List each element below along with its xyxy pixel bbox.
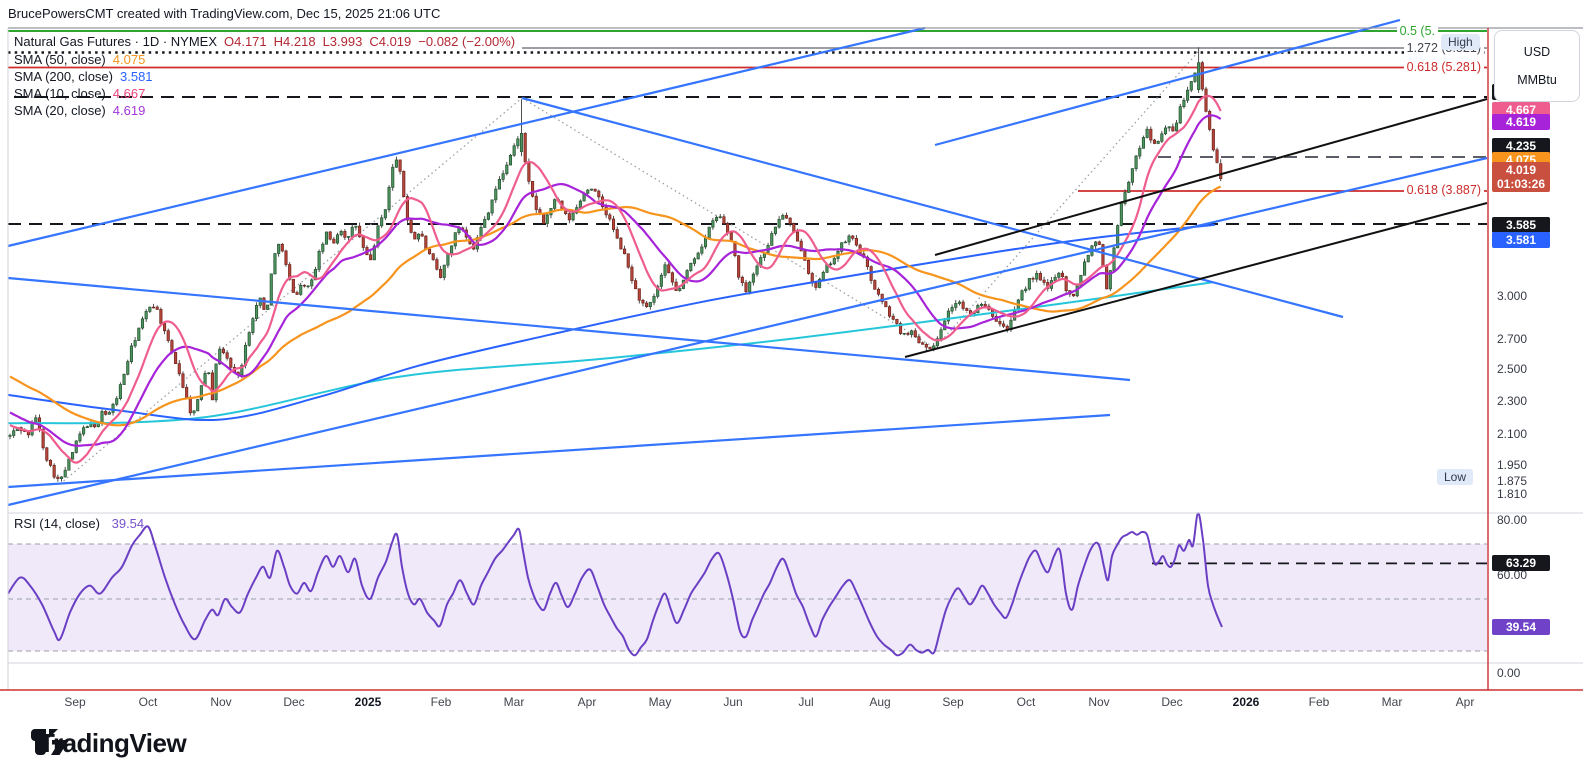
tradingview-logo[interactable]: TradingView — [30, 728, 187, 759]
black-trendline — [934, 98, 1488, 256]
time-axis-label: Nov — [210, 695, 232, 709]
symbol-legend-row[interactable]: Natural Gas Futures · 1D · NYMEX O4.171 H4… — [14, 34, 529, 49]
time-axis-label: Jul — [798, 695, 814, 709]
rsi-guides-layer — [8, 543, 1487, 652]
time-axis-label: Nov — [1088, 695, 1110, 709]
blue-trendline — [7, 26, 926, 248]
price-axis-label: 2.300 — [1497, 394, 1528, 408]
time-axis-label: Apr — [577, 695, 597, 709]
fib-level-label: 0.618 (3.887) — [1403, 183, 1484, 197]
price-badge: 3.585 — [1492, 217, 1550, 233]
indicator-legend-row[interactable]: SMA (50, close) 4.075 — [14, 52, 152, 67]
indicator-name: SMA (20, close) — [14, 103, 106, 118]
price-badge: 3.581 — [1492, 232, 1550, 248]
indicator-value: 4.667 — [112, 86, 146, 101]
blue-trendline — [521, 96, 1344, 319]
time-axis-label: Apr — [1455, 695, 1475, 709]
ohlc-values: O4.171 H4.218 L3.993 C4.019 −0.082 (−2.00%) — [224, 34, 522, 49]
price-axis-label: 1.950 — [1497, 458, 1528, 472]
indicator-name: SMA (10, close) — [14, 86, 106, 101]
ohlc-item: L3.993 — [322, 34, 363, 49]
high-marker-badge: High — [1441, 34, 1480, 50]
price-badge: 4.019 01:03:26 — [1492, 162, 1550, 192]
price-axis-label: 60.00 — [1497, 568, 1528, 582]
indicator-value: 4.619 — [112, 103, 146, 118]
price-axis-label: 2.500 — [1497, 362, 1528, 376]
price-axis-label: 1.810 — [1497, 487, 1528, 501]
price-badge: 63.29 — [1492, 555, 1550, 571]
tradingview-logo-icon — [31, 729, 69, 755]
time-axis-label: Feb — [430, 695, 452, 709]
price-badge: 4.235 — [1492, 138, 1550, 154]
fib-level-label: 0.618 (5.281) — [1403, 60, 1484, 74]
time-axis-label: Aug — [869, 695, 891, 709]
price-axis-label: 1.875 — [1497, 474, 1528, 488]
time-axis-label: 2026 — [1232, 695, 1260, 709]
rsi-indicator-value: 39.54 — [111, 516, 145, 531]
unit-selector[interactable]: USD MMBtu — [1494, 30, 1580, 102]
indicator-name: SMA (50, close) — [14, 52, 106, 67]
symbol-title[interactable]: Natural Gas Futures · 1D · NYMEX — [14, 34, 217, 49]
time-axis-label: Oct — [1016, 695, 1036, 709]
trendlines-layer[interactable] — [7, 18, 1488, 507]
attribution-text: BrucePowersCMT created with TradingView.… — [8, 6, 441, 21]
unit-mmbtu[interactable]: MMBtu — [1517, 73, 1557, 87]
price-axis-label: 2.700 — [1497, 332, 1528, 346]
price-axis-label: 80.00 — [1497, 513, 1528, 527]
fib-anchor-zigzag — [59, 51, 1199, 485]
time-axis-label: Sep — [942, 695, 964, 709]
blue-trendline — [7, 156, 1488, 507]
indicator-legend-row[interactable]: SMA (20, close) 4.619 — [14, 103, 152, 118]
time-axis-label: Mar — [1381, 695, 1403, 709]
pane-borders — [0, 27, 1583, 691]
price-axis-label: 2.100 — [1497, 427, 1528, 441]
time-axis-label: Mar — [503, 695, 525, 709]
low-marker-badge: Low — [1437, 469, 1474, 485]
time-axis-label: Feb — [1308, 695, 1330, 709]
price-axis-label: 3.000 — [1497, 289, 1528, 303]
indicator-legend-row[interactable]: SMA (200, close) 3.581 — [14, 69, 160, 84]
blue-trendline — [934, 18, 1401, 147]
indicator-legend-row[interactable]: SMA (10, close) 4.667 — [14, 86, 152, 101]
price-axis-label: 0.00 — [1497, 666, 1521, 680]
time-axis-label: May — [648, 695, 672, 709]
blue-trendline — [7, 413, 1111, 489]
time-axis-label: Sep — [64, 695, 86, 709]
fib-level-label: 0.5 (5. — [1396, 24, 1438, 38]
time-axis-label: Dec — [1161, 695, 1183, 709]
time-axis-label: 2025 — [354, 695, 382, 709]
sma-10-line — [9, 94, 1222, 464]
price-badge: 39.54 — [1492, 619, 1550, 635]
ohlc-item: H4.218 — [273, 34, 316, 49]
time-axis-label: Jun — [723, 695, 743, 709]
ohlc-item: C4.019 — [369, 34, 412, 49]
candles-layer[interactable] — [8, 47, 1223, 482]
price-badge: 4.619 — [1492, 114, 1550, 130]
rsi-indicator-name: RSI (14, close) — [14, 516, 100, 531]
sma-20-line — [9, 114, 1222, 447]
rsi-legend-row[interactable]: RSI (14, close) 39.54 — [14, 516, 144, 531]
time-axis-label: Dec — [283, 695, 305, 709]
ohlc-item: O4.171 — [224, 34, 267, 49]
time-axis-label: Oct — [138, 695, 158, 709]
price-levels-layer — [8, 30, 1487, 225]
countdown-timer: 01:03:26 — [1496, 177, 1546, 191]
indicator-value: 4.075 — [112, 52, 146, 67]
indicator-name: SMA (200, close) — [14, 69, 113, 84]
black-trendline — [904, 202, 1488, 358]
indicator-value: 3.581 — [120, 69, 153, 84]
blue-trendline — [7, 276, 1131, 382]
unit-usd[interactable]: USD — [1523, 45, 1551, 59]
ohlc-item: −0.082 (−2.00%) — [418, 34, 516, 49]
rsi-line-layer — [7, 512, 1223, 657]
